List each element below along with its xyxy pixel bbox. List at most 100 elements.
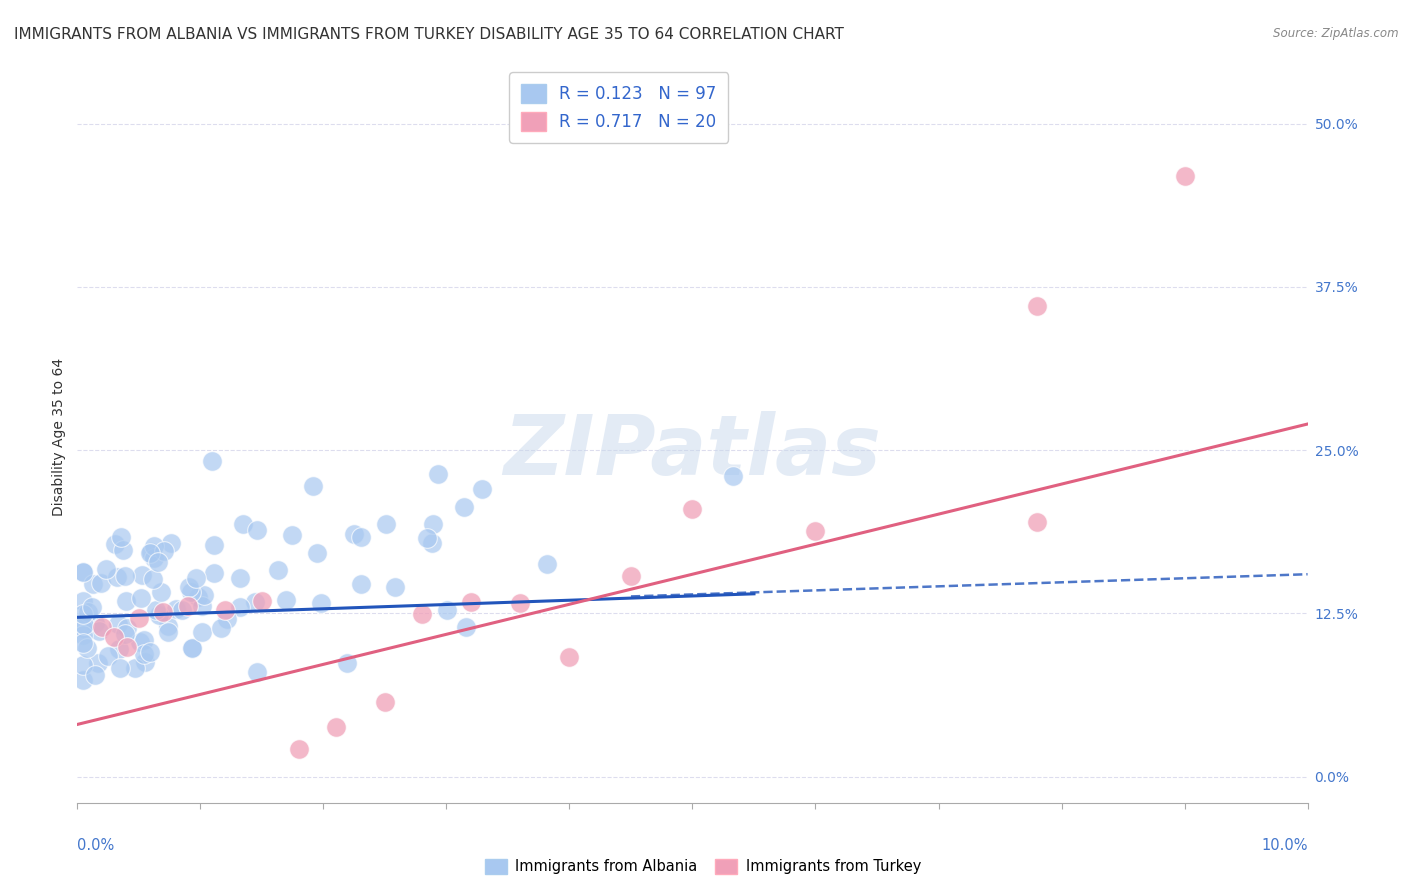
Point [94, 562, 117, 576]
Point [229, 599, 252, 614]
Point [228, 571, 250, 585]
Point [201, 454, 224, 468]
Point [620, 569, 643, 583]
Point [72, 673, 94, 688]
Point [76, 640, 98, 655]
Point [104, 537, 127, 551]
Point [108, 661, 131, 675]
Point [72, 594, 94, 608]
Point [103, 630, 125, 644]
Point [72, 658, 94, 673]
Point [72, 621, 94, 635]
Point [187, 590, 209, 604]
Text: ZIPatlas: ZIPatlas [503, 411, 882, 492]
Point [1026, 515, 1049, 529]
Point [142, 550, 165, 565]
Point [149, 585, 172, 599]
Point [87, 624, 110, 638]
Y-axis label: Disability Age 35 to 64: Disability Age 35 to 64 [52, 358, 66, 516]
Point [131, 591, 153, 605]
Point [471, 482, 494, 496]
Point [288, 741, 311, 756]
Point [305, 546, 328, 560]
Point [384, 580, 406, 594]
Point [509, 596, 531, 610]
Point [177, 580, 200, 594]
Point [165, 602, 187, 616]
Point [422, 535, 444, 549]
Point [157, 624, 180, 639]
Point [266, 563, 288, 577]
Point [77, 605, 100, 619]
Point [246, 665, 269, 679]
Point [250, 594, 273, 608]
Point [82, 600, 104, 615]
Text: IMMIGRANTS FROM ALBANIA VS IMMIGRANTS FROM TURKEY DISABILITY AGE 35 TO 64 CORREL: IMMIGRANTS FROM ALBANIA VS IMMIGRANTS FR… [14, 27, 844, 42]
Text: 10.0%: 10.0% [1261, 838, 1308, 854]
Point [143, 539, 166, 553]
Point [460, 595, 482, 609]
Point [107, 616, 129, 631]
Point [114, 569, 136, 583]
Point [436, 603, 458, 617]
Point [160, 535, 183, 549]
Point [72, 565, 94, 579]
Point [87, 656, 110, 670]
Point [682, 502, 704, 516]
Point [111, 543, 134, 558]
Point [72, 636, 94, 650]
Point [131, 567, 153, 582]
Point [110, 530, 132, 544]
Point [215, 612, 238, 626]
Point [558, 649, 581, 664]
Point [416, 531, 439, 545]
Point [343, 527, 366, 541]
Point [72, 628, 94, 642]
Point [374, 695, 396, 709]
Point [232, 517, 254, 532]
Point [311, 596, 333, 610]
Point [84, 668, 107, 682]
Point [246, 524, 269, 538]
Point [117, 621, 139, 635]
Legend: R = 0.123   N = 97, R = 0.717   N = 20: R = 0.123 N = 97, R = 0.717 N = 20 [509, 72, 728, 143]
Point [142, 573, 165, 587]
Point [336, 657, 359, 671]
Point [177, 599, 200, 613]
Point [153, 544, 176, 558]
Point [114, 627, 136, 641]
Point [350, 577, 373, 591]
Point [84, 615, 107, 630]
Point [202, 538, 225, 552]
Point [325, 720, 347, 734]
Point [146, 555, 169, 569]
Point [209, 622, 232, 636]
Point [1026, 300, 1049, 314]
Point [72, 607, 94, 621]
Point [134, 633, 156, 648]
Point [170, 603, 193, 617]
Point [148, 607, 170, 622]
Point [181, 640, 204, 655]
Point [180, 640, 202, 655]
Point [281, 528, 304, 542]
Text: Source: ZipAtlas.com: Source: ZipAtlas.com [1274, 27, 1399, 40]
Point [190, 599, 212, 613]
Point [129, 634, 152, 648]
Point [191, 624, 214, 639]
Point [193, 587, 215, 601]
Point [139, 645, 162, 659]
Point [128, 611, 150, 625]
Point [82, 577, 104, 591]
Point [274, 593, 297, 607]
Point [422, 517, 444, 532]
Point [245, 595, 267, 609]
Point [72, 565, 94, 579]
Point [180, 585, 202, 599]
Point [536, 557, 558, 571]
Point [132, 647, 155, 661]
Point [134, 655, 156, 669]
Point [115, 594, 138, 608]
Point [721, 468, 744, 483]
Point [73, 617, 96, 632]
